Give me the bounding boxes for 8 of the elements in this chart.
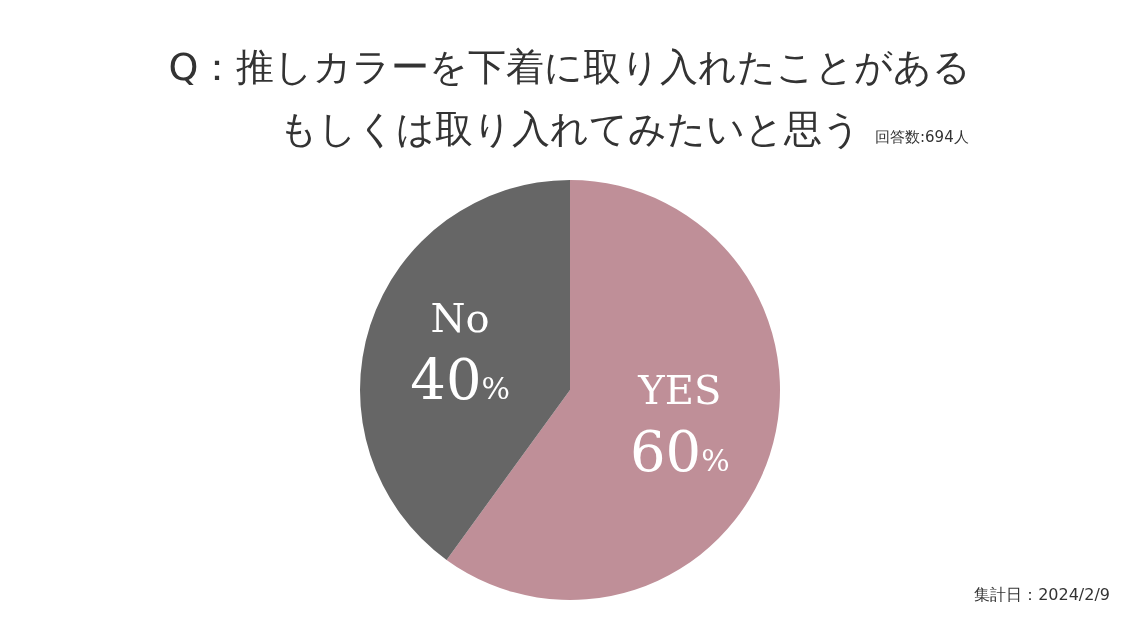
chart-subtitle: もしくは取り入れてみたいと思う [279, 107, 861, 151]
text: 回答数:694人 [875, 128, 969, 146]
slice-label: YES [637, 366, 722, 413]
chart-title: Q：推しカラーを下着に取り入れたことがある [168, 45, 972, 89]
data-label: 60% [629, 418, 730, 484]
text: 集計日：2024/2/9 [974, 585, 1110, 604]
slice-label: No [430, 295, 490, 342]
data-label: 40% [410, 347, 511, 413]
